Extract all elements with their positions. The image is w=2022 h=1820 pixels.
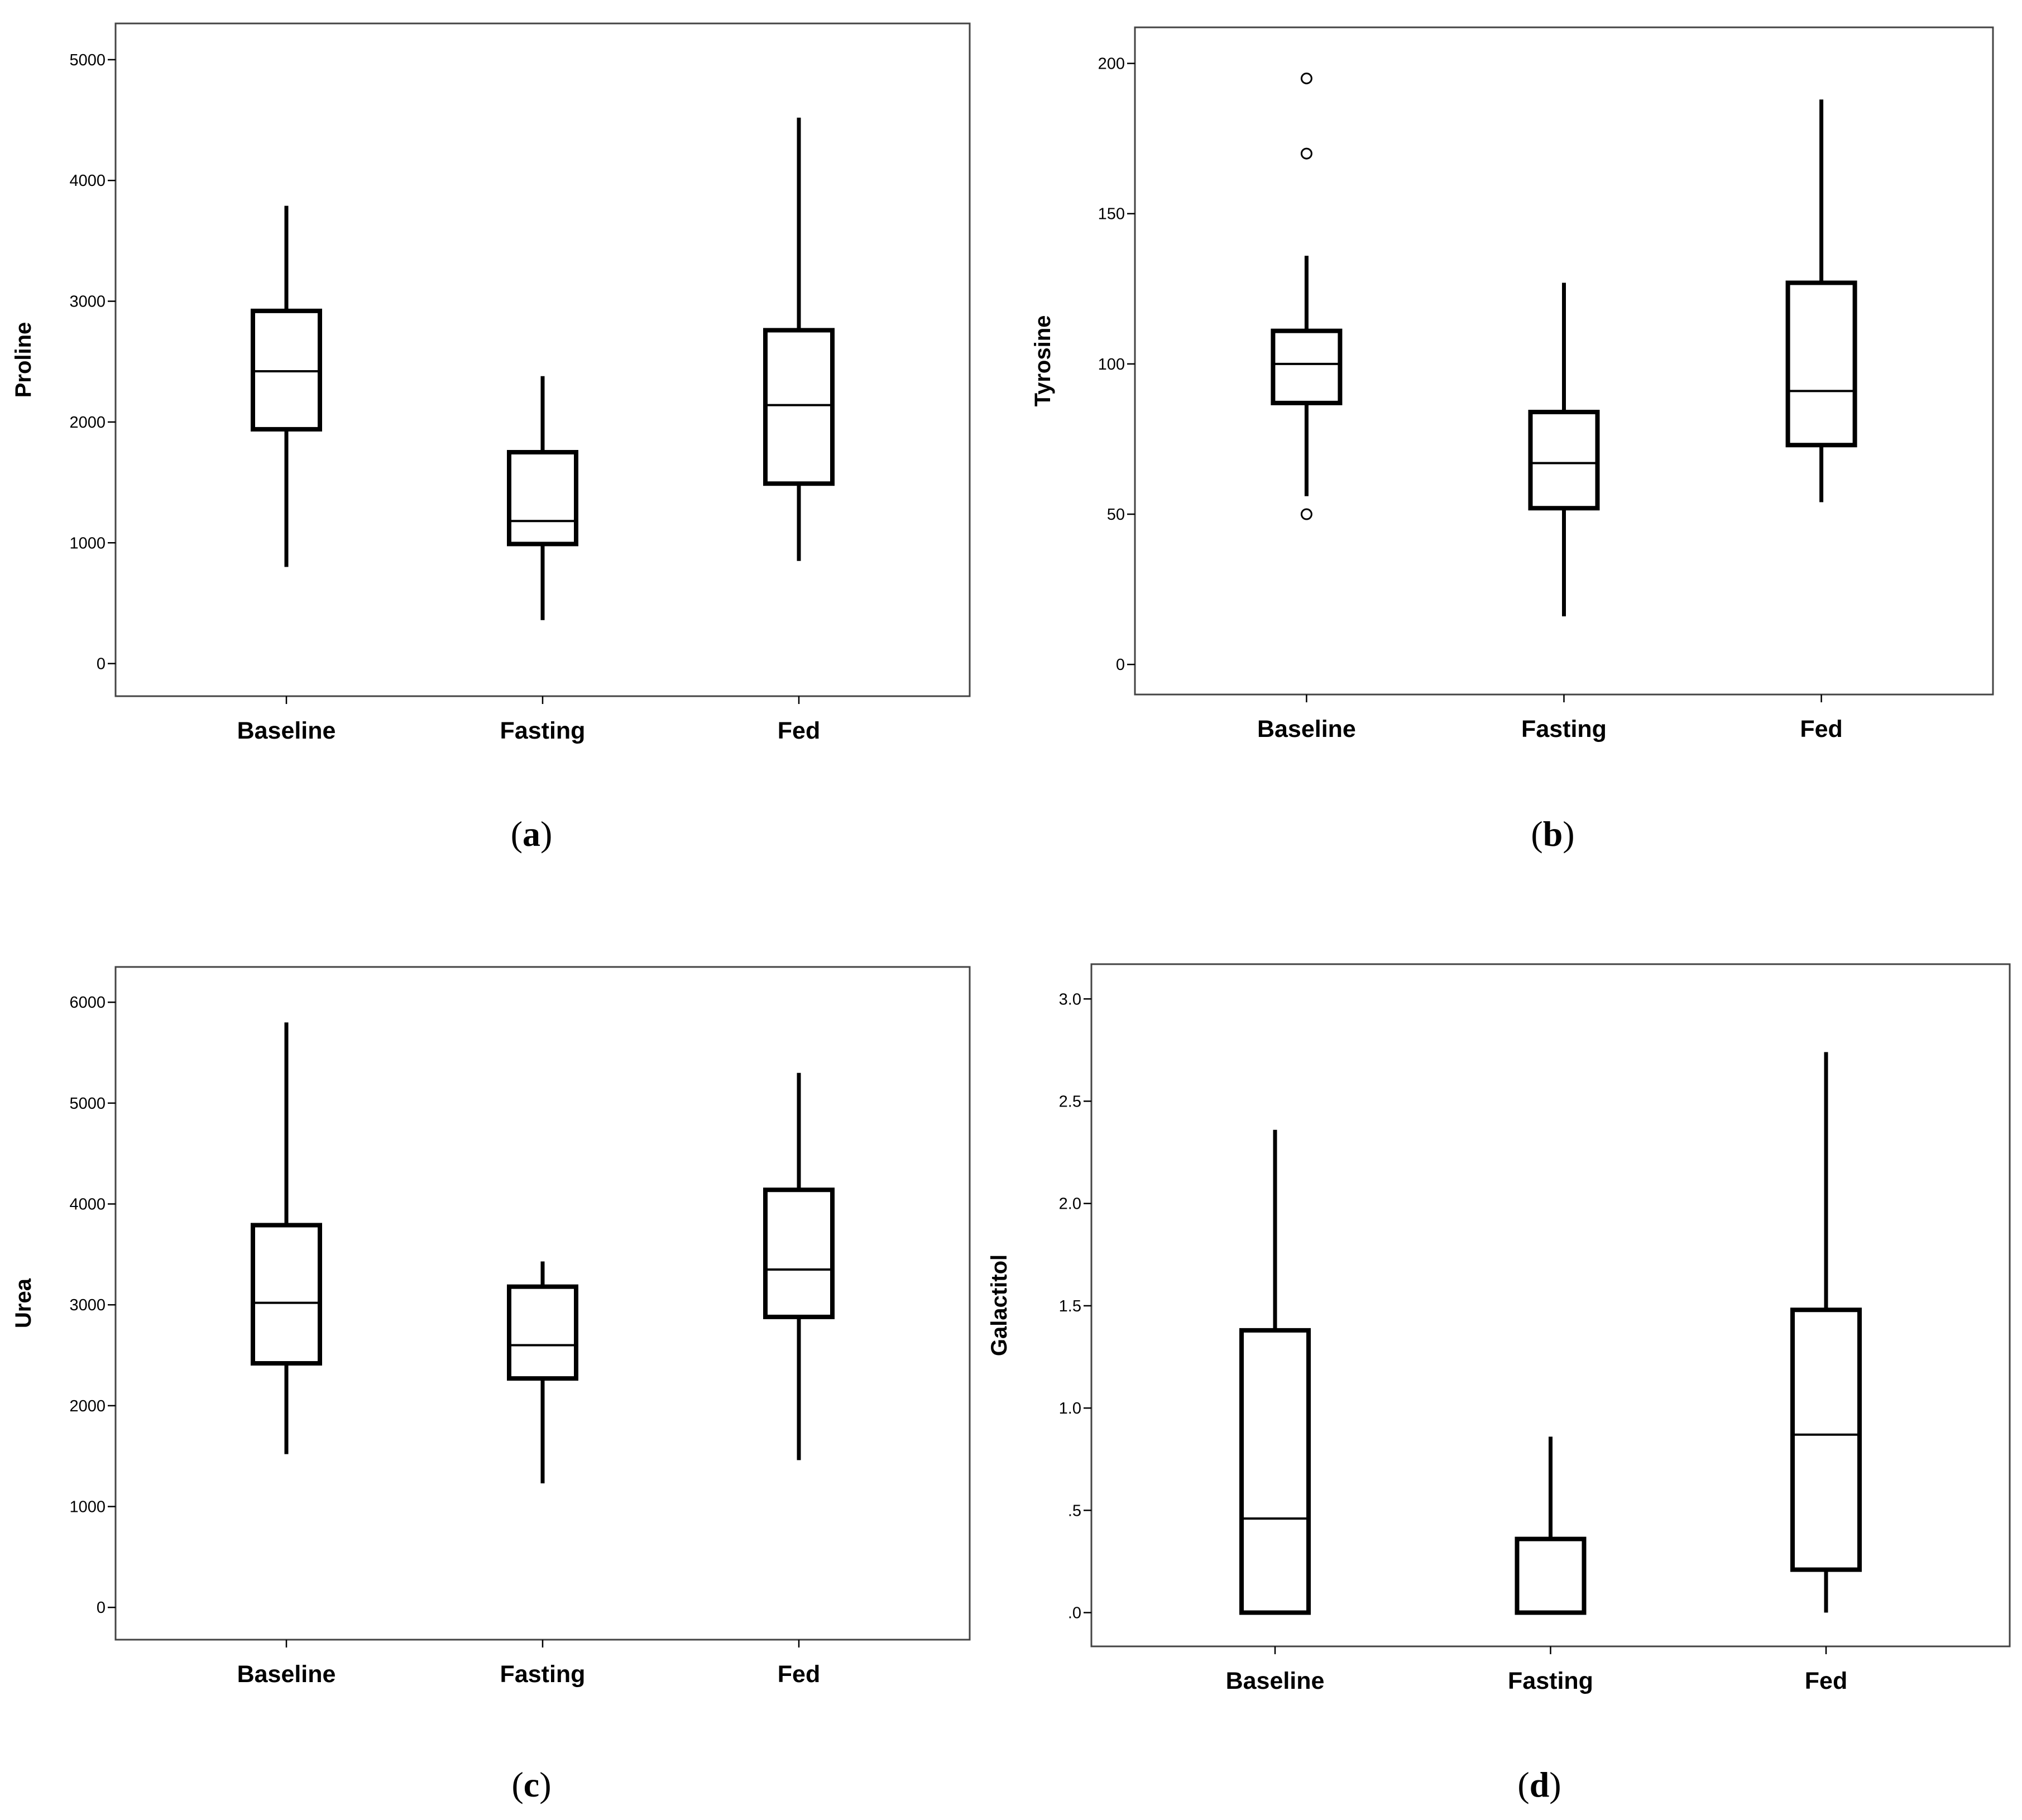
box-fasting [1515,1436,1587,1615]
y-tick-label: 3.0 [1059,990,1081,1008]
y-tick-label: 0 [1116,656,1125,674]
x-category-label: Fed [1800,716,1842,743]
y-tick-label: 4000 [69,1196,106,1214]
x-category-label: Baseline [1226,1668,1325,1694]
box-fed [1785,99,1857,502]
y-tick-label: 0 [97,1599,106,1617]
x-category-label: Baseline [1257,716,1356,743]
outlier-point [1300,508,1312,520]
box-baseline [1239,1129,1311,1615]
x-category-label: Fasting [1521,716,1607,743]
iqr-box [1785,280,1857,448]
box-fed [1790,1052,1862,1613]
y-axis-title: Urea [11,1278,36,1328]
y-axis-title: Galactitol [987,1254,1012,1356]
box-fed [763,1072,835,1460]
box-fasting [507,1261,578,1483]
outlier-point [1300,147,1312,160]
iqr-box [1271,328,1343,405]
box-fed [763,117,835,561]
panel-label: (d) [1517,1765,1561,1804]
y-tick-label: 0 [97,655,106,673]
box-baseline [1271,73,1343,520]
x-category-label: Fasting [1508,1668,1593,1694]
iqr-box [1790,1307,1862,1572]
chart-panel-c: 0 1000 2000 3000 4000 5000 6000 Urea Baseline Fas… [11,966,971,1804]
iqr-box [507,449,578,547]
iqr-box [1528,410,1600,511]
x-category-label: Fed [778,717,820,744]
y-tick-label: 150 [1098,205,1125,223]
y-tick-label: 3000 [69,293,106,311]
x-category-label: Fasting [500,1661,586,1688]
iqr-box [1515,1536,1587,1615]
iqr-box [251,1223,322,1366]
panel-label: (b) [1531,814,1574,854]
iqr-box [1239,1328,1311,1615]
x-category-label: Baseline [237,717,336,744]
y-axis-title: Proline [11,322,36,398]
y-tick-label: 6000 [69,994,106,1012]
y-tick-label: 1000 [69,1498,106,1516]
y-tick-label: .0 [1068,1605,1081,1622]
y-tick-label: 3000 [69,1296,106,1314]
y-tick-label: .5 [1068,1502,1081,1520]
x-category-label: Fasting [500,717,586,744]
x-category-label: Fed [1805,1668,1847,1694]
iqr-box [251,308,322,432]
x-category-label: Fed [778,1661,820,1688]
y-tick-label: 2000 [69,414,106,432]
y-tick-label: 50 [1107,506,1125,524]
y-tick-label: 4000 [69,172,106,190]
outlier-point [1300,73,1312,85]
box-fasting [507,376,578,620]
y-tick-label: 2000 [69,1397,106,1415]
box-baseline [251,205,322,567]
chart-panel-d: .0 .5 1.0 1.5 2.0 2.5 3.0 Galactitol Baseline Fas… [987,963,2011,1804]
y-tick-label: 1.5 [1059,1297,1081,1315]
chart-panel-b: 0 50 100 150 200 Tyrosine Baseline Fasting Fed (b… [1031,26,1994,854]
chart-panel-a: 0 1000 2000 3000 4000 5000 Proline Baseline Fast… [11,22,971,854]
iqr-box [763,1187,835,1319]
x-category-label: Baseline [237,1661,336,1688]
box-baseline [251,1022,322,1454]
y-tick-label: 2.0 [1059,1195,1081,1213]
y-tick-label: 1.0 [1059,1400,1081,1417]
y-tick-label: 5000 [69,51,106,69]
y-tick-label: 1000 [69,534,106,552]
panel-label: (a) [511,814,553,854]
box-fasting [1528,282,1600,617]
y-tick-label: 5000 [69,1095,106,1113]
iqr-box [763,328,835,486]
panel-label: (c) [511,1765,551,1804]
y-tick-label: 2.5 [1059,1093,1081,1110]
y-tick-label: 100 [1098,356,1125,373]
y-tick-label: 200 [1098,55,1125,73]
y-axis-title: Tyrosine [1031,315,1055,407]
iqr-box [507,1284,578,1381]
